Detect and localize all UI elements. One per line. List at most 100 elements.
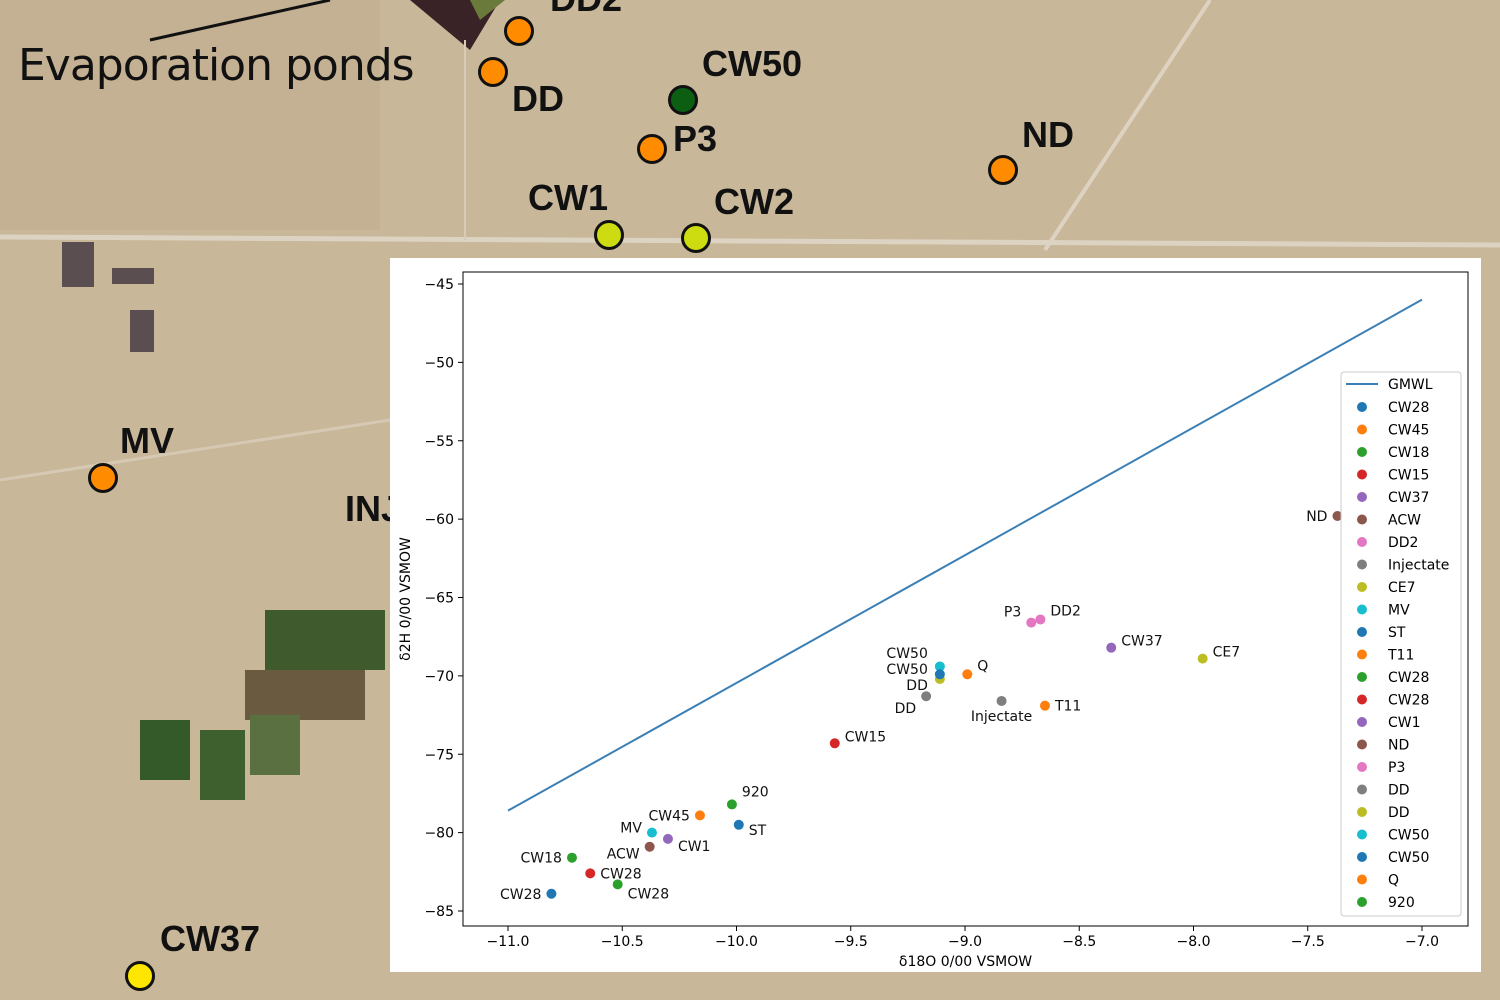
data-point-q	[962, 669, 973, 680]
legend-box	[1340, 371, 1462, 917]
legend-swatch-cw15	[1357, 469, 1367, 480]
y-tick-label: −45	[424, 277, 454, 293]
x-tick-label: −11.0	[487, 934, 530, 950]
y-tick-label: −70	[424, 669, 454, 685]
point-label-920: 920	[742, 784, 769, 800]
scatter-plot: −11.0 −10.5 −10.0 −9.5 −9.0 −8.5 −8.0 −7.5 −7.0 −…	[398, 271, 1469, 970]
legend-label-dd: DD	[1388, 783, 1410, 799]
legend-label-cw50: CW50	[1388, 828, 1429, 844]
point-label-cw28: CW28	[600, 866, 641, 882]
point-label-cw28: CW28	[500, 887, 541, 903]
point-label-p3: P3	[1004, 605, 1021, 621]
point-label-mv: MV	[620, 821, 642, 837]
legend-label-cw28: CW28	[1388, 693, 1429, 709]
map-caption-evaporation-ponds: Evaporation ponds	[18, 40, 415, 91]
point-label-cw50: CW50	[886, 646, 927, 662]
y-tick-label: −55	[424, 434, 454, 450]
point-label-cw28: CW28	[628, 886, 669, 902]
legend-label-q: Q	[1388, 873, 1399, 889]
data-point-p3	[1026, 617, 1037, 628]
legend-swatch-p3	[1357, 762, 1367, 772]
legend-label-cw45: CW45	[1388, 423, 1429, 439]
point-label-nd: ND	[1306, 509, 1327, 525]
legend-label-cw28: CW28	[1388, 670, 1429, 686]
pointer-line	[149, 0, 331, 42]
site-label-dd: DD	[512, 78, 564, 119]
point-label-injectate: Injectate	[971, 709, 1032, 725]
x-tick-label: −10.5	[601, 934, 644, 950]
site-marker-dd	[478, 57, 508, 87]
point-label-cw1: CW1	[678, 839, 711, 855]
point-label-ce7: CE7	[1213, 645, 1241, 661]
data-point-cw28	[612, 879, 623, 890]
legend-swatch-st	[1357, 627, 1367, 637]
legend-swatch-cw1	[1357, 717, 1367, 727]
legend-swatch-q	[1357, 874, 1367, 885]
legend-swatch-dd2	[1357, 537, 1367, 547]
legend-swatch-ce7	[1357, 582, 1367, 592]
legend-label-dd2: DD2	[1388, 535, 1418, 551]
legend-label-mv: MV	[1388, 603, 1410, 619]
point-label-q: Q	[977, 658, 988, 674]
legend-label-t11: T11	[1387, 648, 1414, 664]
legend-swatch-cw28	[1357, 402, 1367, 412]
legend-swatch-dd	[1357, 784, 1367, 795]
legend-swatch-cw28	[1357, 694, 1367, 705]
data-point-nd	[1332, 510, 1343, 521]
legend-label-cw50: CW50	[1388, 850, 1429, 866]
point-label-cw18: CW18	[521, 851, 562, 867]
site-label-p3: P3	[673, 118, 718, 159]
legend-label-st: ST	[1388, 625, 1406, 641]
legend-swatch-cw50	[1357, 852, 1367, 862]
y-axis-label: δ2H 0/00 VSMOW	[398, 537, 414, 661]
data-point-cw50	[934, 669, 945, 680]
legend-swatch-acw	[1357, 514, 1367, 525]
site-label-cw37: CW37	[160, 918, 261, 959]
isotope-figure: −11.0 −10.5 −10.0 −9.5 −9.0 −8.5 −8.0 −7.5 −7.0 −…	[390, 258, 1481, 972]
site-label-cw50: CW50	[702, 43, 803, 84]
legend-swatch-t11	[1357, 649, 1367, 660]
legend-swatch-cw50	[1357, 829, 1367, 840]
site-marker-cw1	[594, 220, 624, 250]
data-point-acw	[644, 841, 655, 852]
legend-label-cw15: CW15	[1388, 468, 1429, 484]
site-marker-cw37	[125, 961, 155, 991]
data-point-ce7	[1197, 653, 1208, 664]
legend-label-920: 920	[1388, 895, 1415, 911]
y-tick-label: −65	[424, 591, 454, 607]
site-label-cw1: CW1	[528, 177, 608, 218]
data-point-mv	[646, 827, 657, 838]
y-tick-label: −50	[424, 355, 454, 371]
site-marker-p3	[637, 134, 667, 164]
data-point-cw50	[934, 661, 945, 672]
x-tick-label: −10.0	[715, 934, 758, 950]
point-label-st: ST	[749, 823, 767, 839]
point-label-acw: ACW	[607, 847, 640, 863]
legend-label-injectate: Injectate	[1388, 558, 1449, 574]
x-tick-label: −9.0	[948, 934, 982, 950]
legend-label-cw18: CW18	[1388, 445, 1429, 461]
legend-label-nd: ND	[1388, 738, 1409, 754]
data-point-cw1	[662, 833, 673, 844]
data-point-cw28	[585, 868, 596, 879]
data-point-dd	[921, 691, 932, 702]
y-tick-label: −80	[424, 826, 454, 842]
y-tick-label: −75	[424, 747, 454, 763]
data-point-injectate	[996, 695, 1007, 706]
x-tick-label: −7.5	[1291, 934, 1325, 950]
data-point-cw15	[829, 738, 840, 749]
data-point-dd2	[1035, 614, 1046, 625]
legend-swatch-cw28	[1357, 672, 1367, 682]
site-marker-nd	[988, 155, 1018, 185]
legend-swatch-920	[1357, 897, 1367, 907]
data-point-920	[726, 799, 737, 810]
site-label-dd2: DD2	[550, 0, 622, 20]
data-point-cw37	[1106, 642, 1117, 653]
site-label-mv: MV	[120, 420, 174, 461]
plot-frame	[462, 271, 1469, 927]
legend-label-cw1: CW1	[1388, 715, 1421, 731]
legend-swatch-nd	[1357, 739, 1367, 750]
data-point-st	[733, 819, 744, 830]
legend-swatch-dd	[1357, 807, 1367, 817]
legend-swatch-injectate	[1357, 559, 1367, 570]
